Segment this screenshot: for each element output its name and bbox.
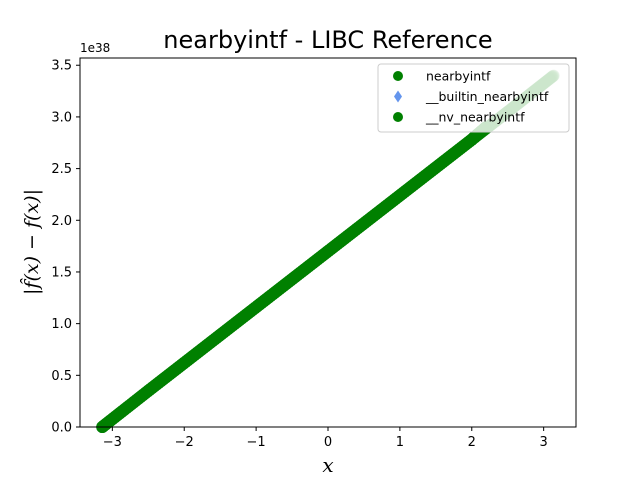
y-offset-text: 1e38 bbox=[80, 41, 110, 55]
series-0 bbox=[96, 121, 493, 433]
chart-title: nearbyintf - LIBC Reference bbox=[163, 26, 492, 54]
